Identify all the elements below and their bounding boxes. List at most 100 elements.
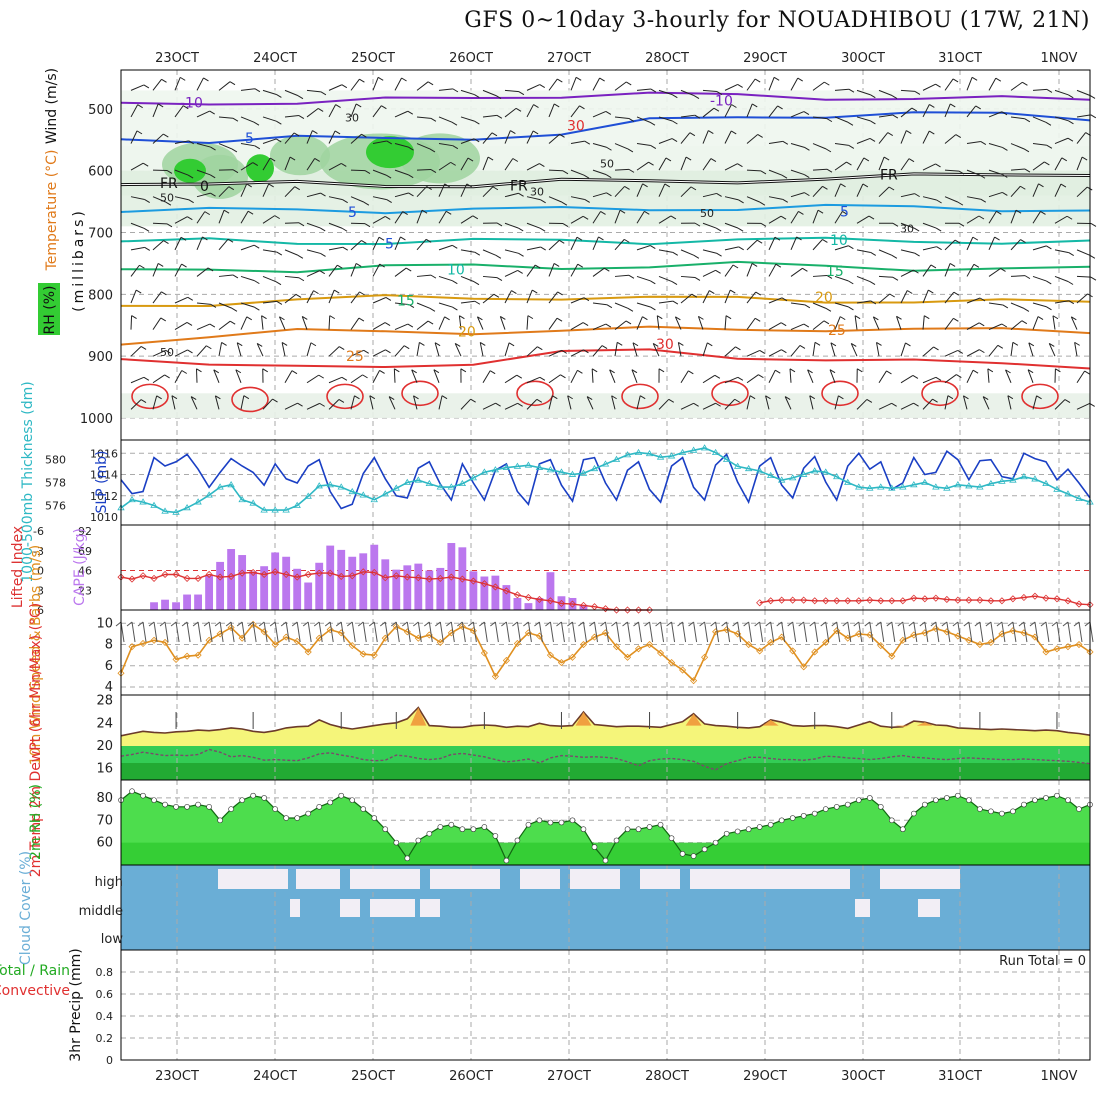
wind-barb <box>570 215 584 224</box>
wind-barb-flag <box>333 289 340 294</box>
wind-barb-flag <box>979 349 985 354</box>
wind-barb <box>218 274 233 277</box>
wind-barb <box>658 398 670 410</box>
cape-bar <box>161 599 169 610</box>
wind-barb <box>702 342 708 357</box>
wind-barb <box>812 81 825 91</box>
thickness-line-point <box>1009 476 1017 483</box>
wind10-barb-flag <box>457 621 463 627</box>
wind-barb-flag <box>891 95 898 99</box>
wind-barb <box>570 236 578 251</box>
wind10-barb-flag <box>1084 621 1091 627</box>
wind10-barb-flag <box>710 621 716 627</box>
wind10-line-point <box>1020 629 1028 637</box>
rh-point <box>382 826 389 833</box>
wind-barb-flag <box>716 252 722 257</box>
wind-barb <box>548 196 563 203</box>
wind-barb-flag <box>600 211 606 215</box>
wind10-line-point <box>557 659 566 667</box>
wind-barb <box>372 297 387 304</box>
wind-barb <box>830 342 836 357</box>
wind-barb-flag <box>320 91 327 96</box>
wind-barb-flag <box>799 344 806 349</box>
wind-barb-flag <box>936 246 942 251</box>
rh-point <box>602 857 609 864</box>
wind10-barb-flag <box>545 621 551 627</box>
thickness-line-point <box>799 470 808 477</box>
wind-barb <box>1076 132 1087 144</box>
wind-barb <box>586 396 594 410</box>
wind-barb <box>856 89 871 96</box>
wind-barb <box>306 158 316 171</box>
thickness-line-point <box>965 482 973 489</box>
thickness-line-point <box>623 451 632 458</box>
thickness-line-point <box>458 479 467 487</box>
wind-barb <box>372 169 387 176</box>
wind-barb <box>631 369 638 383</box>
wind10-barb <box>1078 621 1083 643</box>
thickness-line-point <box>667 452 676 459</box>
dewpt-line <box>120 748 1091 771</box>
thickness-line-point <box>282 506 290 513</box>
wind-barb <box>1010 81 1023 91</box>
wind10-barb-flag <box>258 621 265 627</box>
wind-barb <box>350 78 360 91</box>
cape-bar <box>414 563 423 610</box>
wind-barb-flag <box>804 174 810 179</box>
lifted-index-point <box>1009 595 1017 603</box>
wind-barb <box>240 244 255 251</box>
rh2m-label: 2m RH (%) <box>28 784 44 860</box>
wind-barb-flag <box>650 245 656 249</box>
wind-barb <box>261 315 264 330</box>
wind10-line-point <box>458 622 466 631</box>
wind-barb <box>856 183 864 197</box>
wind-barb-flag <box>559 133 565 138</box>
wind-barb-flag <box>179 76 186 81</box>
wind-barb-flag <box>539 163 545 167</box>
thickness-line-point <box>755 467 764 474</box>
wind10-barb <box>208 621 213 643</box>
wind-barb <box>130 376 145 384</box>
wind-barb-flag <box>631 369 638 374</box>
wind10-barb-flag <box>831 621 838 627</box>
wind-barb <box>1010 239 1021 251</box>
wind-barb-flag <box>936 199 942 204</box>
wind-barb-flag <box>223 209 230 214</box>
wind10-barb-flag <box>401 621 408 627</box>
wind-barb-flag <box>735 346 741 351</box>
wind-barb <box>240 116 255 123</box>
wind-barb-flag <box>862 183 869 188</box>
wind-barb <box>966 264 975 277</box>
wind10-line-point <box>227 623 235 632</box>
wind10-barb-flag <box>765 621 771 627</box>
contour-label: 5 <box>348 205 357 221</box>
wind-barb <box>372 196 387 201</box>
warm-cell-contour <box>1021 383 1059 410</box>
wind-barb-flag <box>671 281 678 286</box>
wind-barb-flag <box>144 199 150 203</box>
wind-barb <box>680 132 691 144</box>
wind-barb <box>504 158 514 171</box>
wind-barb <box>438 395 443 410</box>
contour-label: 10 <box>830 233 848 249</box>
wind-barb <box>658 157 667 171</box>
wind-barb-flag <box>1066 215 1073 220</box>
wind10-barb-flag <box>732 621 738 627</box>
lifted-index-point <box>833 597 841 605</box>
wind-barb-flag <box>924 315 930 320</box>
warm-cell-contour <box>131 383 169 410</box>
wind-barb-flag <box>609 369 615 374</box>
wind-barb <box>614 210 621 224</box>
wind-barb <box>1028 342 1034 357</box>
wind-barb-flag <box>474 120 480 125</box>
wind-barb-flag <box>586 396 593 401</box>
wind-barb-flag <box>166 170 173 174</box>
wind10-barb <box>571 621 576 643</box>
wind-barb <box>614 342 618 357</box>
wind-barb <box>680 402 694 410</box>
rh-point <box>1054 792 1060 799</box>
wind10-barb <box>263 621 268 643</box>
wind-barb <box>438 161 451 171</box>
wind-barb <box>702 374 716 384</box>
wind-barb-flag <box>914 193 920 198</box>
